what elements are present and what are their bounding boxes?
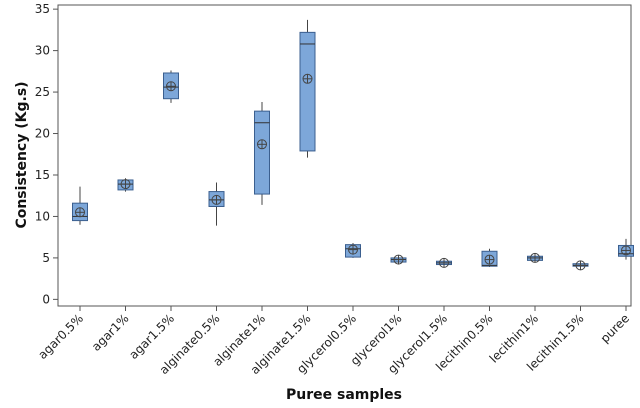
box-alginate1.5% [299,19,316,158]
y-axis-title: Consistency (Kg.s) [14,81,30,228]
boxes-group [72,19,634,271]
box-agar0.5% [72,186,88,225]
box-lecithin1% [527,252,543,263]
box-glycerol0.5% [345,242,361,258]
y-tick-label: 5 [42,251,50,265]
x-axis: agar0.5% agar1%agar1.5%alginate0.5%algina… [35,306,632,377]
y-tick-label: 30 [35,44,50,58]
box-agar1.5% [163,70,179,103]
y-tick-label: 35 [35,2,50,16]
iqr-box [254,110,270,195]
box-lecithin1.5% [572,260,589,271]
plot-frame [57,4,632,307]
box-glycerol1.5% [436,257,452,268]
x-tick-label: puree [598,311,632,345]
y-tick-label: 15 [35,168,50,182]
y-tick-label: 25 [35,85,50,99]
iqr-box [299,31,316,152]
x-axis-title: Puree samples [286,387,402,403]
box-glycerol1% [390,254,407,265]
y-tick-label: 0 [42,292,50,306]
x-tick-label: agar0.5% [35,311,86,362]
box-lecithin0.5% [481,248,498,268]
y-tick-label: 20 [35,127,50,141]
x-tick-label: agar1% [89,311,132,354]
box-puree [618,238,634,260]
box-alginate0.5% [208,182,225,226]
y-axis: 0 5 10 15 20 25 30 35 [35,2,58,306]
y-tick-label: 10 [35,209,50,223]
box-agar1% [117,178,134,192]
box-alginate1% [254,102,270,205]
